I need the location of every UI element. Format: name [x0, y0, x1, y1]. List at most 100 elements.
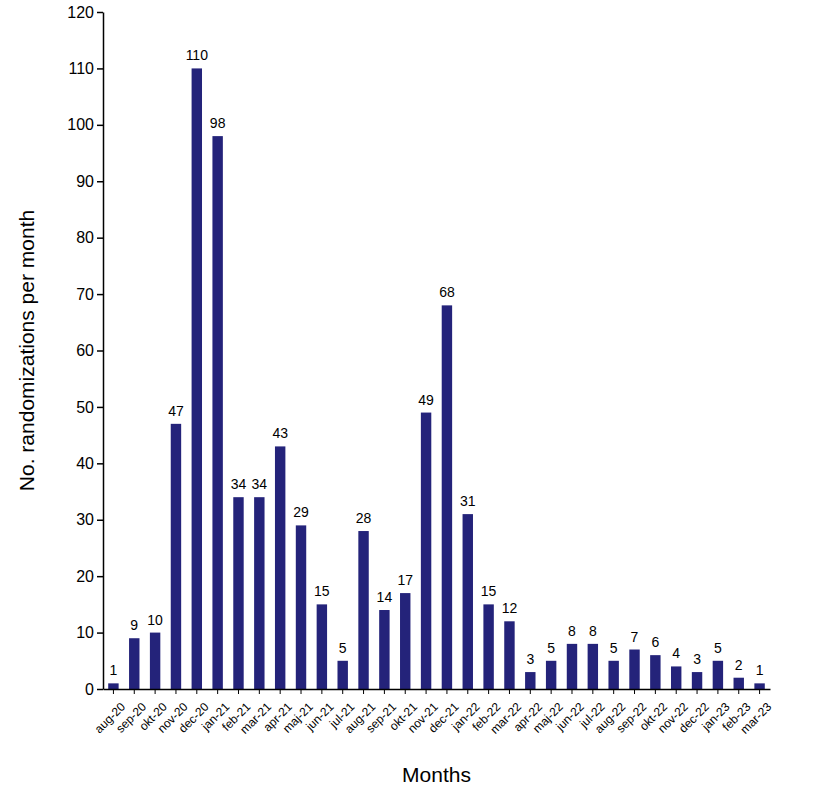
- data-label: 43: [272, 425, 288, 441]
- data-label: 10: [147, 612, 163, 628]
- bar: [463, 514, 473, 689]
- data-label: 9: [130, 617, 138, 633]
- tick-mark: [217, 689, 218, 694]
- tick-label: 20: [76, 568, 94, 585]
- tick-mark: [301, 689, 302, 694]
- tick: 100: [67, 116, 103, 133]
- bar: [734, 678, 744, 689]
- tick-mark: [155, 689, 156, 694]
- data-label: 14: [377, 589, 393, 605]
- tick-mark: [97, 350, 103, 352]
- tick-mark: [238, 689, 239, 694]
- tick-mark: [467, 689, 468, 694]
- data-label: 98: [210, 115, 226, 131]
- bar: [421, 413, 431, 689]
- bar: [608, 661, 618, 689]
- tick-label: 120: [67, 4, 94, 21]
- tick-label: mar-23: [738, 700, 775, 737]
- data-label: 5: [610, 640, 618, 656]
- tick-mark: [717, 689, 718, 694]
- bar: [337, 661, 347, 689]
- tick: 30: [76, 511, 103, 528]
- bar: [212, 136, 222, 689]
- data-label: 15: [481, 583, 497, 599]
- bar: [483, 604, 493, 689]
- bar: [192, 68, 202, 689]
- tick-label: 70: [76, 286, 94, 303]
- data-label: 8: [589, 623, 597, 639]
- bar: [546, 661, 556, 689]
- data-label: 29: [293, 504, 309, 520]
- tick: 60: [76, 342, 103, 359]
- y-axis: 0102030405060708090100110120: [67, 4, 103, 698]
- tick: jun-22: [553, 689, 587, 734]
- tick-mark: [509, 689, 510, 694]
- tick: mar-23: [738, 689, 775, 737]
- tick-mark: [384, 689, 385, 694]
- tick-label: 0: [85, 681, 94, 698]
- tick-label: 60: [76, 342, 94, 359]
- bar: [713, 661, 723, 689]
- data-label: 34: [231, 476, 247, 492]
- data-label: 2: [735, 657, 743, 673]
- axis-line: [104, 689, 771, 691]
- x-axis-title: Months: [402, 763, 471, 786]
- data-label: 8: [568, 623, 576, 639]
- tick-mark: [342, 689, 343, 694]
- bar: [671, 666, 681, 689]
- data-label: 15: [314, 583, 330, 599]
- bar: [588, 644, 598, 689]
- tick-mark: [488, 689, 489, 694]
- tick-label: 50: [76, 399, 94, 416]
- data-label: 5: [339, 640, 347, 656]
- data-label: 28: [356, 510, 372, 526]
- tick-mark: [426, 689, 427, 694]
- chart: 0102030405060708090100110120aug-20sep-20…: [0, 0, 813, 793]
- data-label: 5: [547, 640, 555, 656]
- tick-label: 90: [76, 173, 94, 190]
- tick-mark: [259, 689, 260, 694]
- tick: 50: [76, 399, 103, 416]
- tick: 70: [76, 286, 103, 303]
- tick: 110: [68, 60, 103, 77]
- tick-mark: [97, 632, 103, 634]
- bar: [400, 593, 410, 689]
- tick-mark: [97, 294, 103, 296]
- tick-mark: [405, 689, 406, 694]
- bar: [129, 638, 139, 689]
- tick: jun-21: [302, 689, 336, 734]
- data-label: 6: [651, 634, 659, 650]
- bar: [379, 610, 389, 689]
- tick: 0: [85, 681, 103, 698]
- bar: [442, 305, 452, 689]
- tick: 40: [76, 455, 103, 472]
- bar: [692, 672, 702, 689]
- bar: [629, 650, 639, 689]
- tick-label: 110: [68, 60, 94, 77]
- data-label: 110: [186, 47, 209, 63]
- bar: [567, 644, 577, 689]
- data-label: 17: [397, 572, 413, 588]
- data-label: 68: [439, 284, 455, 300]
- tick-mark: [97, 68, 103, 70]
- tick: 120: [67, 4, 103, 21]
- tick-mark: [97, 12, 103, 14]
- data-label: 3: [693, 651, 701, 667]
- tick-mark: [613, 689, 614, 694]
- tick: 10: [76, 624, 103, 641]
- tick-mark: [530, 689, 531, 694]
- bar: [754, 683, 764, 689]
- bar: [296, 525, 306, 689]
- bar: [233, 497, 243, 689]
- data-labels: 1910471109834344329155281417496831151235…: [110, 47, 764, 678]
- data-label: 7: [631, 629, 639, 645]
- tick-mark: [175, 689, 176, 694]
- tick-mark: [97, 463, 103, 465]
- bar: [171, 424, 181, 689]
- tick-mark: [676, 689, 677, 694]
- tick-mark: [97, 576, 103, 578]
- tick-mark: [134, 689, 135, 694]
- tick-mark: [592, 689, 593, 694]
- bar: [254, 497, 264, 689]
- data-label: 1: [110, 662, 118, 678]
